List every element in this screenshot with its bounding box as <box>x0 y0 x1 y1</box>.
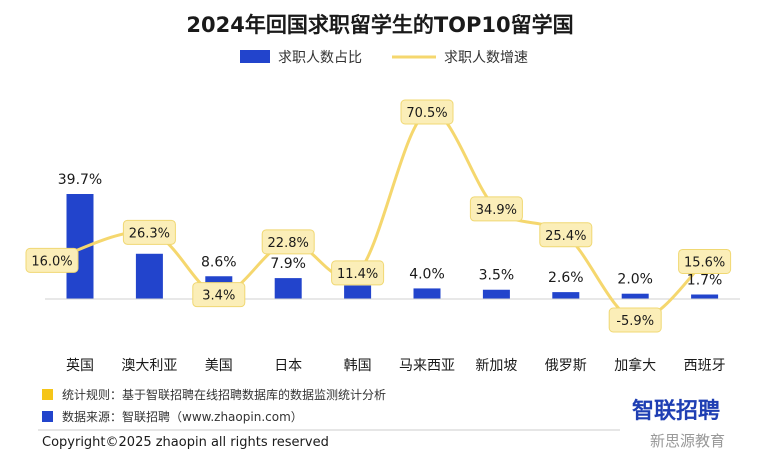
legend-swatch-bar <box>240 50 270 63</box>
brand-logo: 智联招聘 <box>632 398 720 424</box>
growth-label-box-6 <box>400 99 454 125</box>
growth-label-box-5 <box>331 260 385 286</box>
growth-value-label-3: 3.4% <box>202 289 235 304</box>
growth-value-label-6: 70.5% <box>406 106 447 121</box>
growth-label-box-4 <box>261 229 315 255</box>
growth-labels-layer: 16.0% 26.3% 3.4% 22.8% 11.4% 70.5% 34.9% 25.4% -… <box>25 99 732 333</box>
category-label-4: 日本 <box>274 358 302 374</box>
growth-label-box-2 <box>122 219 176 245</box>
chart-title: 2024年回国求职留学生的TOP10留学国 <box>186 13 573 37</box>
growth-value-label-5: 11.4% <box>337 267 378 282</box>
growth-value-label-8: 25.4% <box>545 229 586 244</box>
growth-value-label-10: 15.6% <box>684 255 725 270</box>
bar-value-label-9: 2.0% <box>617 272 653 288</box>
legend-label-bar: 求职人数占比 <box>278 50 362 66</box>
category-label-3: 美国 <box>205 358 233 374</box>
bar-value-label-4: 7.9% <box>270 256 306 272</box>
growth-line <box>51 109 706 322</box>
bar-8 <box>552 292 580 299</box>
category-label-1: 英国 <box>66 357 94 374</box>
bar-10 <box>691 294 719 299</box>
blue-square-icon <box>42 411 53 422</box>
note-rule: 统计规则：基于智联招聘在线招聘数据库的数据监测统计分析 <box>62 387 386 402</box>
bar-7 <box>482 289 510 299</box>
category-label-2: 澳大利亚 <box>121 358 177 374</box>
category-label-10: 西班牙 <box>684 358 726 374</box>
bar-9 <box>621 293 649 299</box>
note-source: 数据来源：智联招聘（www.zhaopin.com） <box>62 409 303 424</box>
growth-value-label-7: 34.9% <box>476 203 517 218</box>
growth-label-box-3 <box>192 282 246 308</box>
bar-5 <box>344 285 372 299</box>
growth-value-label-2: 26.3% <box>129 226 170 241</box>
copyright-text: Copyright©2025 zhaopin all rights reserv… <box>42 435 329 450</box>
category-label-8: 俄罗斯 <box>545 358 587 374</box>
growth-label-box-8 <box>539 222 593 248</box>
growth-label-box-7 <box>469 196 523 222</box>
legend: 求职人数占比 求职人数增速 <box>240 50 528 66</box>
legend-label-line: 求职人数增速 <box>444 50 528 66</box>
bar-value-label-6: 4.0% <box>409 266 445 282</box>
bar-value-label-1: 39.7% <box>58 172 102 188</box>
bars-layer <box>66 194 719 299</box>
category-label-9: 加拿大 <box>614 357 656 374</box>
bar-value-label-3: 8.6% <box>201 254 237 270</box>
watermark-text: 新思源教育 <box>650 432 725 450</box>
growth-label-box-10 <box>678 248 732 274</box>
growth-label-box-9 <box>608 307 662 333</box>
category-label-6: 马来西亚 <box>399 358 455 374</box>
category-labels-layer: 英国 澳大利亚 美国 日本 韩国 马来西亚 新加坡 俄罗斯 加拿大 西班牙 <box>66 357 726 374</box>
bar-2 <box>135 253 163 299</box>
bar-4 <box>274 278 302 299</box>
growth-value-label-1: 16.0% <box>31 254 72 269</box>
bar-value-label-8: 2.6% <box>548 270 584 286</box>
yellow-square-icon <box>42 389 53 400</box>
bar-value-label-10: 1.7% <box>687 273 723 289</box>
growth-value-label-4: 22.8% <box>268 236 309 251</box>
notes: 统计规则：基于智联招聘在线招聘数据库的数据监测统计分析 数据来源：智联招聘（ww… <box>42 387 386 424</box>
bar-6 <box>413 288 441 299</box>
category-label-5: 韩国 <box>344 358 372 374</box>
category-label-7: 新加坡 <box>475 358 517 374</box>
growth-value-label-9: -5.9% <box>616 314 654 329</box>
growth-label-box-1 <box>25 247 79 273</box>
bar-value-label-7: 3.5% <box>479 268 515 284</box>
